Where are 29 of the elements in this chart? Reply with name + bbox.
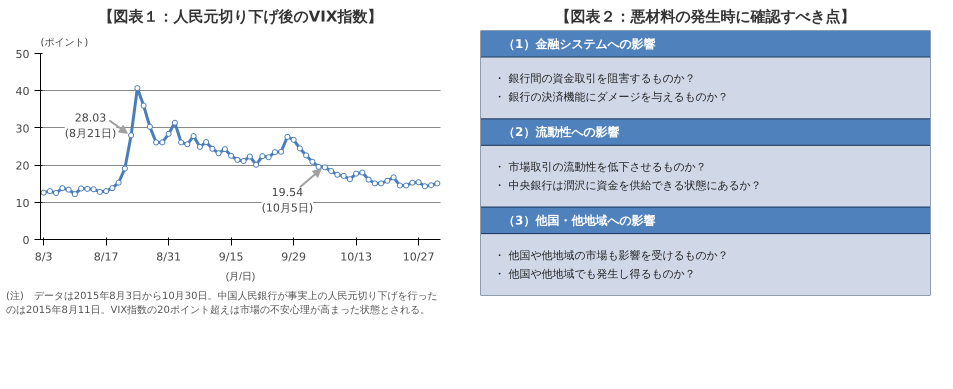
x-axis-title: (月/日) (226, 272, 256, 282)
x-tick-label: 10/13 (340, 250, 372, 264)
text: （1）金融システムへの影響 (503, 36, 656, 51)
text: 【図表２：悪材料の発生時に確認すべき点】 (556, 8, 856, 26)
text: ・ 銀行間の資金取引を阻害するものか？ (494, 72, 696, 86)
text: 28.03 (8月21日) (64, 112, 116, 140)
x-tick-label: 9/15 (218, 250, 244, 264)
y-tick-label: 10 (16, 196, 30, 210)
text: ・ 他国や他地域でも発生し得るものか？ (494, 267, 696, 280)
text: (注) データは2015年8月3日から10月30日。中国人民銀行が事実上の人民元切り下げを行ったのは2015年8月11日。VIX指数の20ポイント超えは市場の不安心理が高まった状態とされる。 (6, 290, 438, 318)
x-tick-label: 8/3 (34, 250, 52, 264)
x-tick-label: 9/29 (281, 250, 306, 264)
y-tick-label: 40 (16, 85, 30, 98)
text: ・ 市場取引の流動性を低下させるものか？ (494, 160, 706, 174)
y-tick-label: 20 (16, 160, 30, 173)
text: （2）流動性への影響 (503, 125, 620, 140)
text: ・ 中央銀行は潤沢に資金を供給できる状態にあるか？ (494, 179, 762, 192)
y-axis-title: (ポイント) (40, 38, 88, 48)
y-tick-label: 50 (16, 48, 30, 61)
x-tick-label: 8/31 (156, 250, 181, 264)
chart-title: 【図表１：人民元切り下げ後のVIX指数】 (98, 8, 382, 26)
text: ・ 銀行の決済機能にダメージを与えるものか？ (494, 90, 728, 104)
text: 19.54 (10月5日) (262, 186, 314, 215)
y-tick-label: 0 (22, 234, 30, 247)
text: ・ 他国や他地域の市場も影響を受けるものか？ (494, 248, 728, 262)
x-tick-label: 8/17 (94, 250, 118, 264)
text: （3）他国・他地域への影響 (503, 213, 656, 228)
x-tick-label: 10/27 (402, 250, 434, 264)
y-tick-label: 30 (16, 122, 30, 136)
